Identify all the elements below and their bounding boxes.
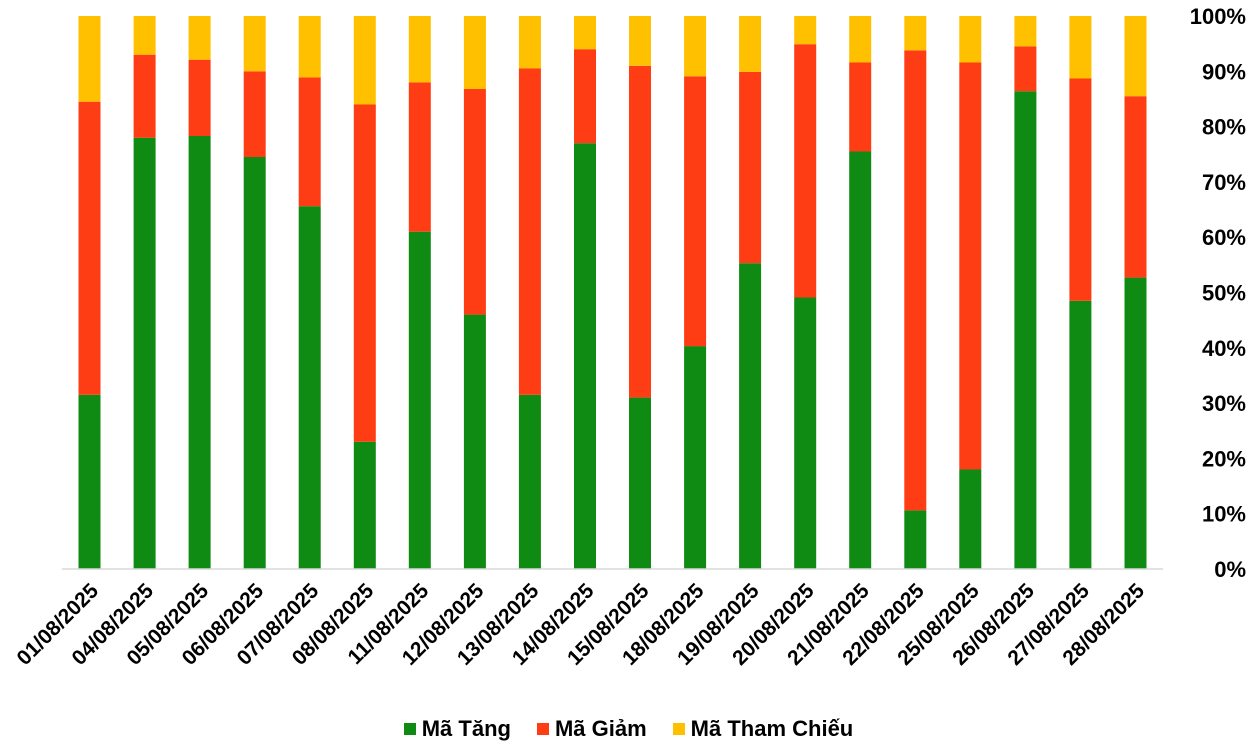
bar-segment-s0-c10 [629,397,651,569]
bar-segment-s2-c9 [574,16,596,50]
bar-segment-s1-c2 [188,59,211,137]
y-axis-ticks: 0% 10% 20% 30% 40% 50% 60% 70% 80% 90% 100% [1190,4,1246,582]
bar-segment-s2-c18 [1069,16,1092,79]
bar-segment-s1-c5 [353,104,376,442]
bar-segment-s2-c3 [243,16,266,72]
y-tick-label: 10% [1202,502,1246,527]
bar-segment-s2-c17 [1014,16,1037,47]
bar-segment-s0-c16 [959,469,982,569]
bar-segment-s0-c13 [794,297,817,569]
bar-segment-s0-c4 [298,206,321,569]
legend-item-ma-tham-chieu: Mã Tham Chiếu [672,716,854,742]
bar-segment-s0-c1 [133,137,156,569]
y-tick-label: 20% [1202,446,1246,471]
bar-segment-s1-c16 [959,62,982,470]
bar-segment-s0-c9 [574,143,596,569]
y-tick-label: 40% [1202,336,1246,361]
bar-segment-s0-c15 [904,510,927,569]
bar-segment-s1-c4 [298,77,321,207]
legend-label-ma-giam: Mã Giảm [554,716,647,741]
bar-segment-s2-c4 [298,16,321,78]
bar-segment-s2-c2 [188,16,211,60]
bar-segment-s0-c7 [463,314,486,569]
bar-segment-s1-c17 [1014,46,1037,92]
bar-segment-s1-c3 [243,71,266,157]
bar-segment-s1-c9 [574,49,596,144]
y-tick-label: 100% [1190,4,1246,29]
bar-segment-s2-c7 [463,16,486,89]
bar-segment-s2-c19 [1124,16,1147,97]
bar-segment-s0-c18 [1069,300,1092,569]
y-tick-label: 80% [1202,115,1246,140]
bar-segment-s2-c14 [849,16,872,63]
bar-segment-s0-c14 [849,151,872,569]
bar-segment-s0-c2 [188,136,211,569]
bar-segment-s2-c12 [739,16,762,72]
bar-segment-s1-c6 [408,82,431,232]
bar-segment-s2-c13 [794,16,817,45]
bar-segment-s1-c11 [684,76,707,347]
bar-segment-s1-c1 [133,54,156,138]
bar-segment-s1-c15 [904,50,927,511]
y-tick-label: 90% [1202,59,1246,84]
bar-segment-s2-c11 [684,16,707,77]
legend-item-ma-tang: Mã Tăng [403,716,511,742]
bar-segment-s0-c5 [353,441,376,569]
bar-segment-s0-c19 [1124,277,1147,569]
legend-swatch-ma-tang [403,723,416,735]
bar-segment-s2-c1 [133,16,156,55]
bar-segment-s1-c10 [629,65,651,398]
bar-segment-s0-c12 [739,263,762,569]
bar-segment-s1-c8 [518,68,541,395]
legend: Mã Tăng Mã Giảm Mã Tham Chiếu [0,716,1257,742]
bar-segment-s0-c3 [243,157,266,569]
y-tick-label: 50% [1202,281,1246,306]
bar-segment-s1-c14 [849,62,872,152]
legend-swatch-ma-giam [536,723,549,735]
bar-segment-s1-c18 [1069,78,1092,301]
y-tick-label: 30% [1202,391,1246,416]
bar-segment-s2-c6 [408,16,431,83]
bar-segment-s0-c0 [78,394,101,569]
bar-segment-s2-c15 [904,16,927,51]
legend-label-ma-tham-chieu: Mã Tham Chiếu [690,716,854,741]
bar-segment-s2-c16 [959,16,982,63]
legend-label-ma-tang: Mã Tăng [421,716,511,741]
bar-segment-s2-c10 [629,16,651,66]
y-tick-label: 0% [1214,557,1246,582]
bar-segment-s0-c8 [518,394,541,569]
x-axis-ticks: 01/08/202504/08/202505/08/202506/08/2025… [12,579,1149,670]
y-tick-label: 70% [1202,170,1246,195]
bar-segment-s0-c6 [408,231,431,569]
bar-segment-s1-c12 [739,71,762,264]
bar-segment-s1-c7 [463,89,486,315]
bar-segment-s2-c0 [78,16,101,102]
bar-segment-s1-c13 [794,44,817,298]
y-tick-label: 60% [1202,225,1246,250]
bar-segment-s2-c5 [353,16,376,105]
bars-group [78,16,1147,569]
legend-swatch-ma-tham-chieu [672,723,685,735]
bar-segment-s1-c19 [1124,96,1147,278]
bar-segment-s2-c8 [518,16,541,69]
legend-item-ma-giam: Mã Giảm [536,716,647,742]
bar-segment-s1-c0 [78,101,101,395]
bar-segment-s0-c11 [684,346,707,569]
bar-segment-s0-c17 [1014,91,1037,569]
